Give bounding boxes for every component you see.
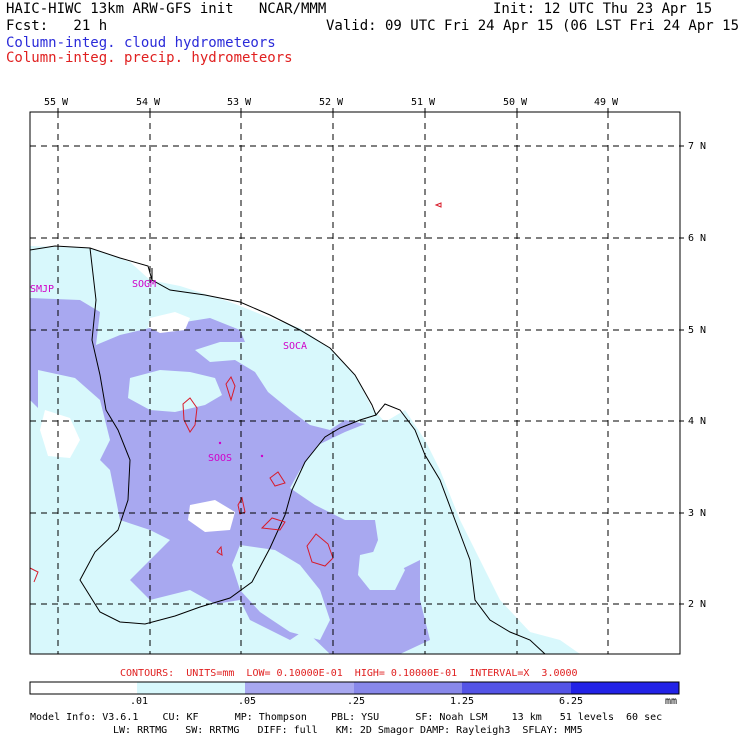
colorbar-label: 1.25 — [450, 696, 475, 707]
lon-label: 50 W — [503, 97, 528, 108]
colorbar — [29, 681, 680, 695]
colorbar-label: .01 — [130, 696, 149, 707]
colorbar-label: .05 — [238, 696, 257, 707]
lon-label: 53 W — [227, 97, 252, 108]
plot-title: HAIC-HIWC 13km ARW-GFS init NCAR/MMM — [6, 1, 327, 17]
lat-label: 7 N — [688, 141, 707, 152]
colorbar-unit: mm — [665, 696, 678, 707]
station-label: SOGM — [132, 279, 157, 290]
model-info-line2: LW: RRTMG SW: RRTMG DIFF: full KM: 2D Sm… — [113, 725, 583, 736]
axis-ticks — [57, 108, 684, 605]
lon-label: 54 W — [136, 97, 161, 108]
forecast-hour: Fcst: 21 h — [6, 18, 108, 34]
colorbar-label: 6.25 — [559, 696, 584, 707]
shaded-field — [30, 112, 680, 654]
coastline — [30, 245, 546, 654]
model-info-line1: Model Info: V3.6.1 CU: KF MP: Thompson P… — [30, 712, 663, 723]
colorbar-label: .25 — [347, 696, 366, 707]
precip-field-label: Column-integ. precip. hydrometeors — [6, 50, 293, 66]
graticule — [30, 112, 680, 654]
lat-label: 3 N — [688, 508, 707, 519]
station-label: SOCA — [283, 341, 308, 352]
station-label: SOOS — [208, 453, 233, 464]
lon-label: 52 W — [319, 97, 344, 108]
station-label: SMJP — [30, 284, 55, 295]
init-time: Init: 12 UTC Thu 23 Apr 15 — [493, 1, 713, 17]
station-marks — [218, 441, 264, 458]
lat-label: 6 N — [688, 233, 707, 244]
lon-label: 49 W — [594, 97, 619, 108]
cloud-field-label: Column-integ. cloud hydrometeors — [6, 35, 276, 51]
contour-info: CONTOURS: UNITS=mm LOW= 0.10000E-01 HIGH… — [120, 668, 578, 679]
lon-label: 51 W — [411, 97, 436, 108]
lat-label: 2 N — [688, 599, 707, 610]
lat-label: 4 N — [688, 416, 707, 427]
lat-label: 5 N — [688, 325, 707, 336]
valid-time: Valid: 09 UTC Fri 24 Apr 15 (06 LST Fri … — [326, 18, 740, 34]
lon-label: 55 W — [44, 97, 69, 108]
map-frame — [29, 111, 681, 655]
